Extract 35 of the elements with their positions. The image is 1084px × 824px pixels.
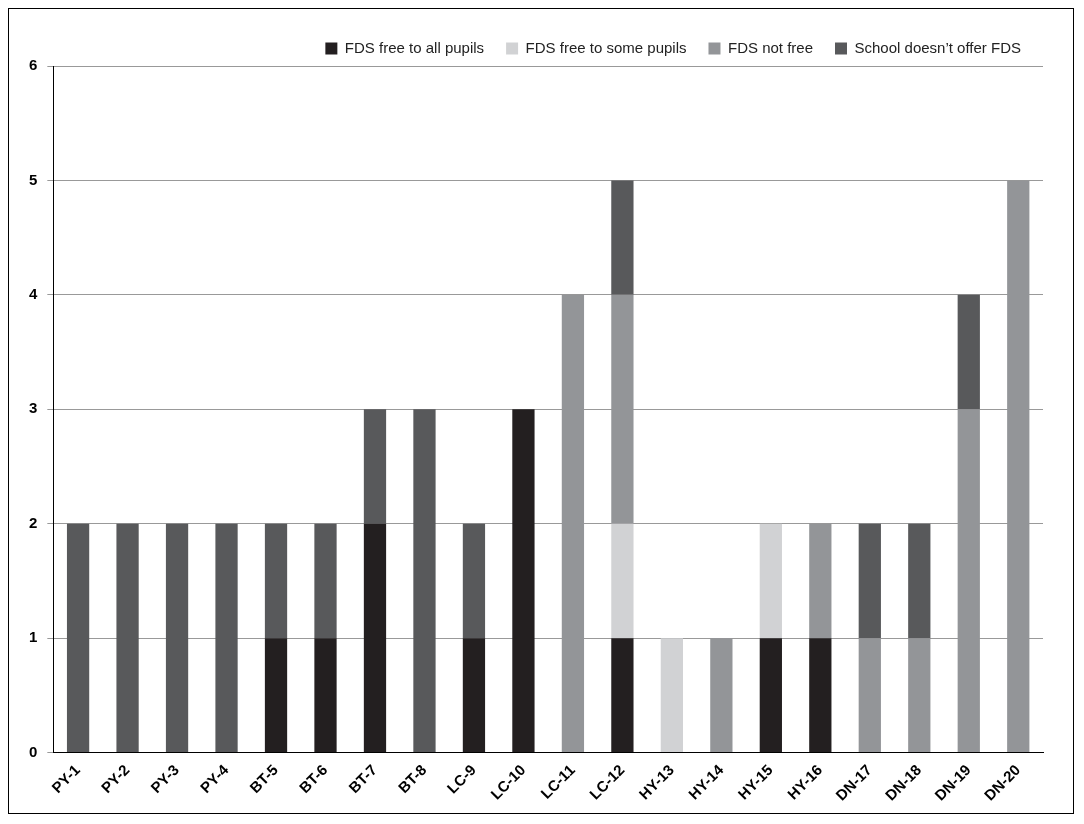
bar — [462, 638, 486, 753]
bar — [611, 180, 634, 295]
bar — [165, 523, 189, 753]
bar — [462, 523, 486, 639]
bar — [363, 409, 387, 524]
y-tick-label: 4 — [29, 285, 38, 303]
bar — [215, 523, 238, 753]
bar — [957, 294, 980, 410]
bar — [908, 523, 931, 639]
bar — [264, 523, 288, 639]
bar — [512, 409, 535, 753]
bar — [858, 523, 881, 639]
bar — [314, 523, 337, 639]
bar — [264, 638, 288, 753]
legend-label: FDS not free — [727, 38, 814, 56]
bar — [660, 638, 684, 753]
legend-label: FDS free to some pupils — [525, 38, 687, 56]
bar — [66, 523, 90, 753]
bar — [759, 523, 782, 639]
y-tick-label: 2 — [29, 513, 38, 531]
y-tick-label: 0 — [29, 742, 38, 760]
bar — [611, 523, 634, 639]
bar — [413, 409, 436, 753]
bar — [611, 638, 634, 753]
legend-label: FDS free to all pupils — [344, 38, 485, 56]
bar — [314, 638, 337, 753]
bar — [809, 638, 832, 753]
y-tick-label: 3 — [29, 399, 38, 417]
bar — [363, 523, 387, 753]
y-tick-label: 1 — [29, 628, 38, 646]
y-tick-label: 5 — [29, 170, 38, 188]
y-tick-label: 6 — [29, 56, 38, 74]
legend-label: School doesn’t offer FDS — [854, 38, 1021, 56]
bar — [116, 523, 139, 753]
bar — [759, 638, 782, 753]
